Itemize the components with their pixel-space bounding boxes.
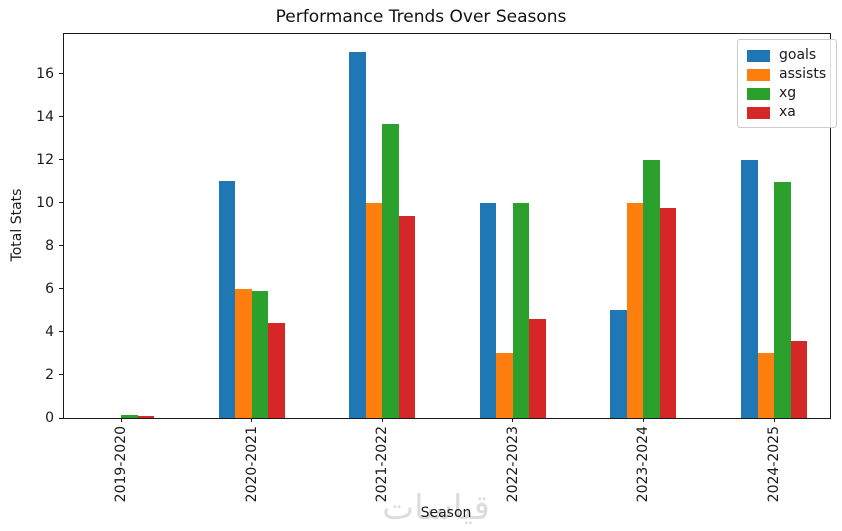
bar-xg-2020-2021 bbox=[251, 291, 269, 418]
x-tick-label: 2023-2024 bbox=[635, 426, 652, 503]
y-tick-mark bbox=[59, 417, 63, 419]
y-tick-label: 0 bbox=[45, 410, 54, 426]
bar-assists-2021-2022 bbox=[365, 202, 383, 418]
chart-title: Performance Trends Over Seasons bbox=[275, 7, 567, 27]
bar-goals-2021-2022 bbox=[349, 52, 366, 418]
legend-item-xa: xa bbox=[747, 103, 826, 122]
bar-xa-2020-2021 bbox=[268, 323, 285, 418]
legend-item-xg: xg bbox=[747, 84, 826, 103]
bar-xa-2021-2022 bbox=[398, 215, 416, 418]
x-axis-label: Season bbox=[420, 505, 472, 521]
y-tick-label: 8 bbox=[45, 237, 54, 254]
x-tick-mark bbox=[773, 418, 775, 422]
legend-swatch-assists bbox=[747, 68, 770, 81]
bar-goals-2022-2023 bbox=[479, 202, 497, 418]
y-tick-label: 16 bbox=[36, 65, 54, 82]
y-tick-mark bbox=[59, 331, 63, 333]
bar-xg-2022-2023 bbox=[512, 202, 530, 418]
legend-label-goals: goals bbox=[779, 47, 817, 63]
bar-xa-2023-2024 bbox=[659, 208, 677, 418]
legend-item-assists: assists bbox=[747, 65, 826, 84]
bar-xa-2022-2023 bbox=[529, 319, 546, 418]
y-tick-label: 10 bbox=[36, 194, 54, 211]
bar-xa-2019-2020 bbox=[137, 415, 154, 418]
y-tick-label: 4 bbox=[45, 323, 54, 340]
x-tick-mark bbox=[512, 418, 514, 422]
x-tick-mark bbox=[642, 418, 644, 422]
y-tick-label: 12 bbox=[36, 151, 54, 168]
legend-swatch-goals bbox=[747, 49, 770, 62]
bar-assists-2020-2021 bbox=[235, 288, 252, 418]
x-tick-label: 2024-2025 bbox=[766, 426, 782, 503]
x-tick-label: 2020-2021 bbox=[243, 426, 260, 503]
y-tick-mark bbox=[59, 288, 63, 290]
bar-xg-2019-2020 bbox=[121, 414, 138, 418]
legend-item-goals: goals bbox=[747, 46, 826, 65]
x-tick-mark bbox=[251, 418, 253, 422]
y-tick-mark bbox=[59, 374, 63, 376]
x-tick-mark bbox=[381, 418, 383, 422]
y-axis-label: Total Stats bbox=[9, 188, 25, 262]
legend-swatch-xg bbox=[747, 87, 770, 100]
y-tick-mark bbox=[59, 116, 63, 118]
bar-goals-2024-2025 bbox=[741, 159, 758, 418]
legend-label-xa: xa bbox=[779, 104, 796, 120]
legend-label-xg: xg bbox=[779, 85, 797, 101]
y-tick-label: 2 bbox=[45, 366, 54, 383]
y-tick-mark bbox=[59, 245, 63, 247]
legend-swatch-xa bbox=[747, 106, 770, 119]
bar-xg-2024-2025 bbox=[774, 182, 791, 418]
watermark: قياسات bbox=[382, 488, 490, 528]
plot-area: 0 2 4 6 8 10 12 14 16 2019-2020 2020-2021 2021-2022… bbox=[36, 33, 831, 502]
legend: goals assists xg xa bbox=[737, 39, 838, 128]
bar-goals-2020-2021 bbox=[218, 181, 236, 418]
y-tick-mark bbox=[59, 159, 63, 161]
bar-xg-2023-2024 bbox=[643, 159, 660, 418]
bar-xa-2024-2025 bbox=[790, 340, 807, 418]
bar-assists-2022-2023 bbox=[496, 353, 513, 418]
legend-label-assists: assists bbox=[779, 66, 827, 82]
y-tick-mark bbox=[59, 73, 63, 75]
bar-assists-2024-2025 bbox=[757, 353, 774, 418]
y-tick-mark bbox=[59, 202, 63, 204]
bar-xg-2021-2022 bbox=[382, 124, 399, 418]
y-tick-label: 14 bbox=[36, 108, 54, 125]
bar-goals-2023-2024 bbox=[610, 310, 627, 418]
x-tick-mark bbox=[120, 418, 122, 422]
bar-assists-2023-2024 bbox=[626, 202, 644, 418]
x-tick-label: 2019-2020 bbox=[113, 426, 129, 503]
y-tick-label: 6 bbox=[45, 280, 54, 297]
